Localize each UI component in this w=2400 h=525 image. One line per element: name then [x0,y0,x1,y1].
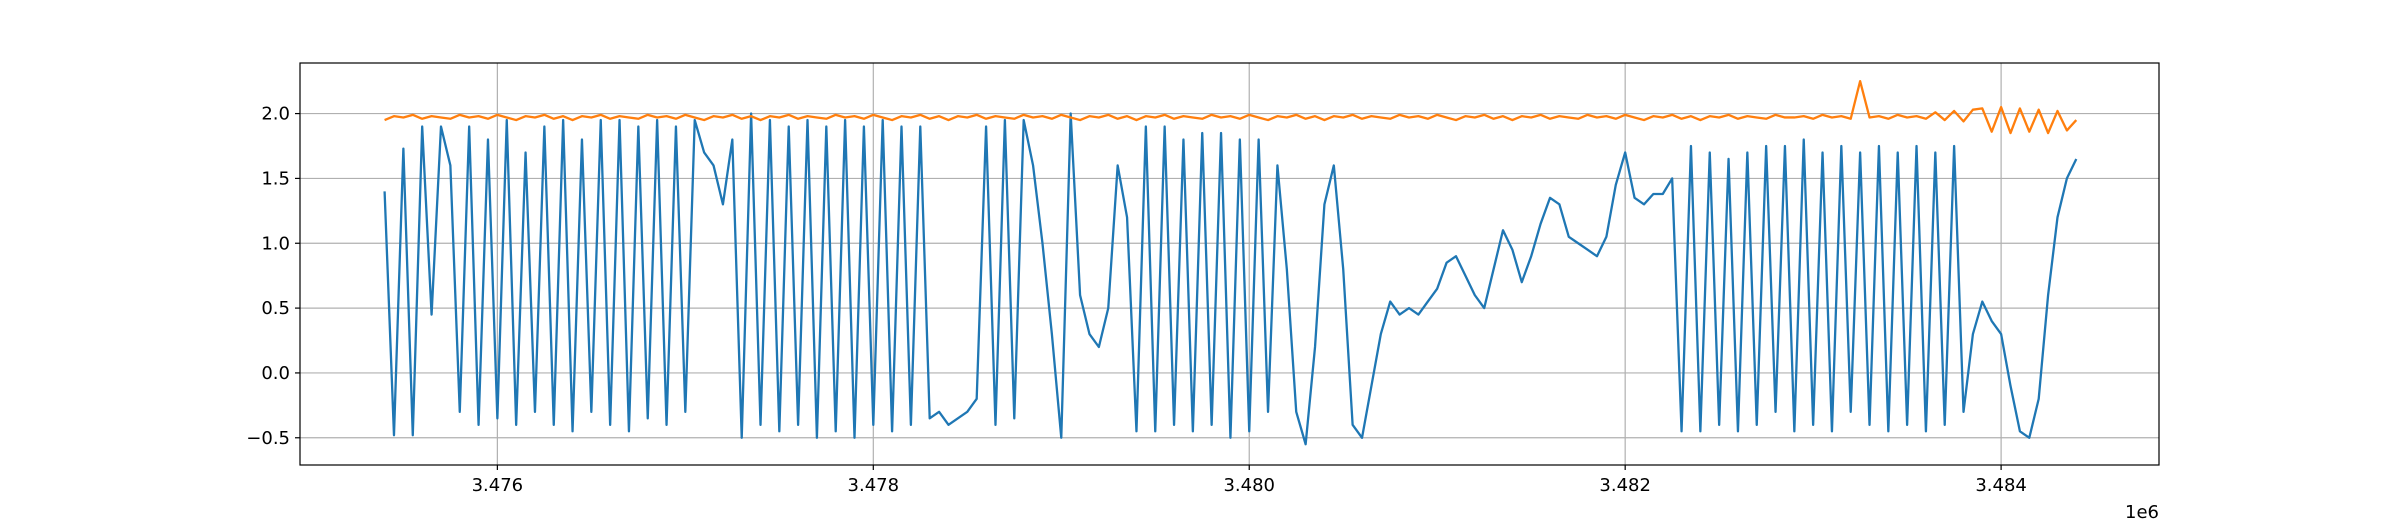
x-tick-label: 3.480 [1223,475,1275,496]
y-tick-label: 0.0 [261,363,290,384]
x-tick-label: 3.478 [848,475,900,496]
x-tick-label: 3.476 [472,475,524,496]
y-tick-label: −0.5 [246,428,290,449]
plot-frame [299,62,2160,466]
y-tick-label: 1.5 [261,168,290,189]
x-offset-label: 1e6 [2125,502,2159,523]
series-line [383,112,2078,446]
x-tick-label: 3.482 [1599,475,1651,496]
y-tick-label: 2.0 [261,104,290,125]
series-line [384,80,2078,135]
y-tick-label: 1.0 [261,233,290,254]
x-tick-label: 3.484 [1975,475,2027,496]
y-tick-label: 0.5 [261,298,290,319]
